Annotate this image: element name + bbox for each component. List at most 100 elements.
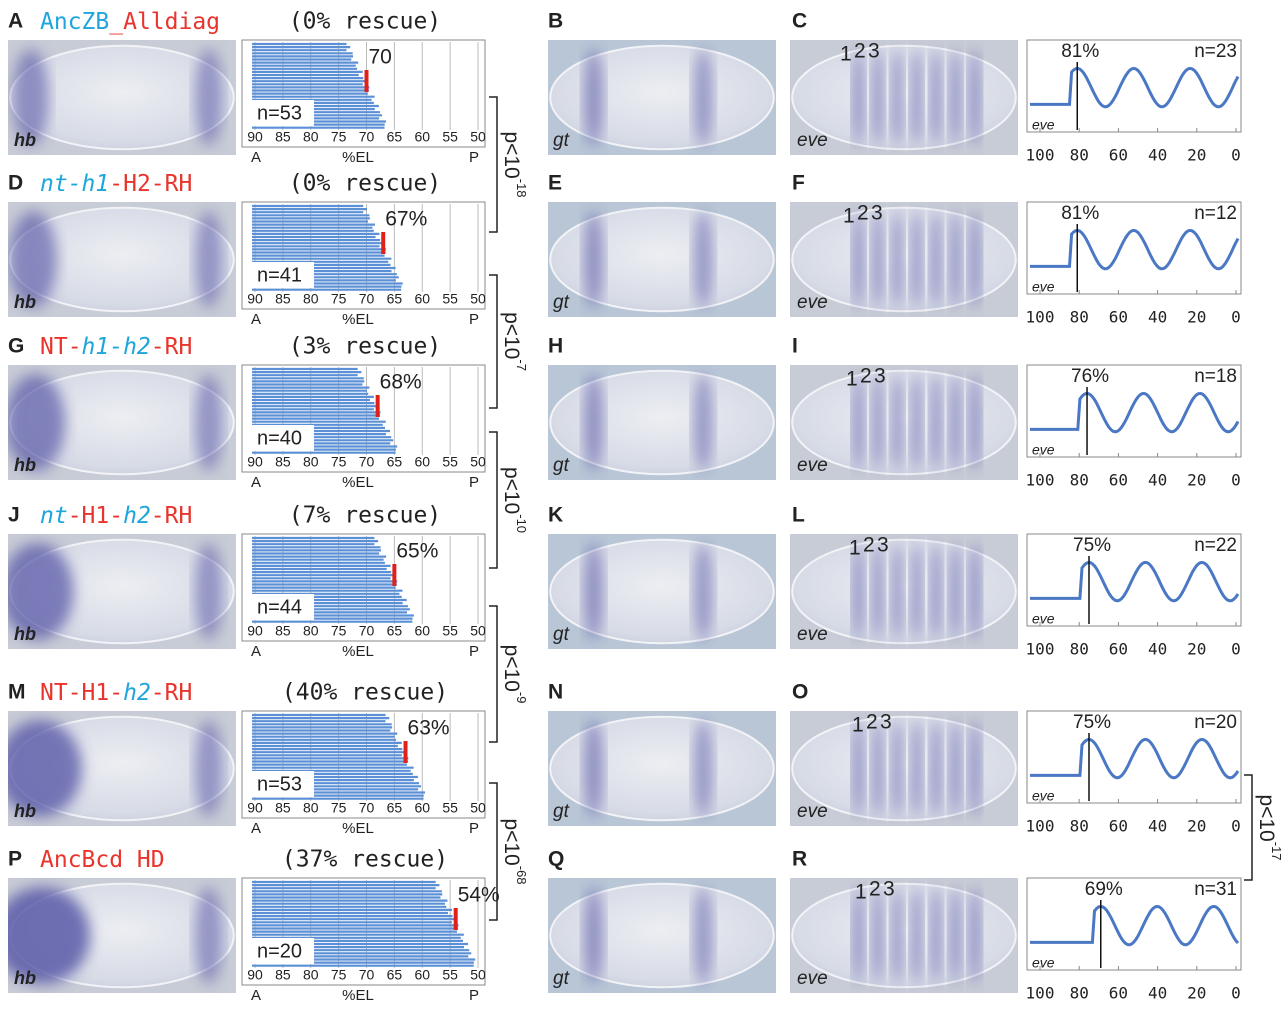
stain-band — [949, 887, 962, 984]
stain-band — [891, 49, 904, 146]
p-value-base: p<10 — [500, 312, 523, 359]
x-tick-label: 90 — [247, 454, 263, 470]
stripe-number: 1 — [846, 368, 858, 391]
construct-name: NT-h1-h2-RH — [40, 334, 192, 360]
embryo-image — [790, 711, 1018, 826]
median-label: 63% — [408, 717, 450, 740]
posterior-label: P — [469, 987, 479, 1004]
stain-band — [891, 374, 904, 471]
stain-label: hb — [14, 292, 36, 312]
peak-label: 81% — [1061, 41, 1099, 62]
stain-band — [8, 887, 91, 984]
stain-band — [194, 49, 223, 146]
stain-band — [949, 49, 962, 146]
stain-band — [693, 543, 714, 640]
construct-name: nt-H1-h2-RH — [40, 503, 192, 529]
embryo-image — [8, 534, 236, 649]
stain-band — [968, 887, 981, 984]
x-tick-label: 80 — [303, 129, 319, 145]
stain-band — [929, 887, 942, 984]
x-tick-label: 90 — [247, 129, 263, 145]
embryo-image — [548, 202, 776, 317]
stain-band — [583, 887, 604, 984]
stain-band — [194, 543, 223, 640]
x-tick-label: 60 — [1109, 308, 1128, 327]
x-tick-label: 20 — [1187, 471, 1206, 490]
stripe-number: 1 — [855, 881, 867, 904]
intensity-trace — [1030, 737, 1240, 780]
x-tick-label: 55 — [442, 623, 458, 639]
construct-part: h2 — [123, 680, 151, 706]
significance-bracket — [489, 782, 498, 921]
panel-letter: C — [792, 10, 807, 33]
n-label: n=20 — [257, 940, 302, 962]
x-tick-label: 65 — [387, 129, 403, 145]
x-tick-label: 80 — [1070, 471, 1089, 490]
stain-label: gt — [553, 968, 570, 989]
p-value-base: p<10 — [500, 645, 523, 692]
construct-name: nt-h1-H2-RH — [40, 171, 192, 197]
peak-label: 76% — [1071, 366, 1109, 387]
construct-part: -RH — [151, 680, 193, 706]
stain-band — [8, 720, 82, 817]
x-tick-label: 60 — [1109, 984, 1128, 1003]
x-tick-label: 85 — [275, 800, 291, 816]
embryo-body — [549, 882, 775, 989]
n-box — [252, 594, 314, 620]
stain-band — [583, 49, 604, 146]
stain-label: hb — [14, 624, 36, 644]
stain-band — [929, 720, 942, 817]
n-label: n=22 — [1194, 535, 1237, 556]
n-box — [252, 771, 314, 797]
embryo-image — [790, 40, 1018, 155]
stain-band — [910, 374, 923, 471]
stain-band — [871, 720, 884, 817]
x-tick-label: 90 — [247, 800, 263, 816]
x-tick-label: 60 — [1109, 640, 1128, 659]
stain-band — [949, 720, 962, 817]
stain-band — [852, 211, 865, 308]
x-tick-label: 0 — [1231, 984, 1241, 1003]
construct-part: _Alldiag — [109, 9, 220, 35]
axis-title: %EL — [342, 987, 374, 1004]
x-tick-label: 40 — [1148, 817, 1167, 836]
stain-label: gt — [553, 292, 570, 313]
construct-part: nt — [40, 503, 68, 529]
x-tick-label: 65 — [387, 623, 403, 639]
stain-band — [968, 211, 981, 308]
stain-band — [968, 374, 981, 471]
stain-band — [583, 211, 604, 308]
posterior-label: P — [469, 311, 479, 328]
panel-letter: E — [548, 172, 562, 195]
stain-band — [852, 887, 865, 984]
panel-letter: I — [792, 335, 798, 358]
x-tick-label: 65 — [387, 967, 403, 983]
trace-label: eve — [1032, 117, 1055, 133]
stain-band — [949, 374, 962, 471]
p-value-exponent: -17 — [1269, 842, 1282, 861]
p-value-exponent: -9 — [514, 692, 529, 704]
x-tick-label: 40 — [1148, 308, 1167, 327]
n-label: n=41 — [257, 264, 302, 286]
p-value-exponent: -68 — [514, 866, 529, 885]
construct-part: AncZB — [40, 9, 109, 35]
stain-band — [871, 49, 884, 146]
x-tick-label: 65 — [387, 800, 403, 816]
trace-label: eve — [1032, 279, 1055, 295]
stain-band — [693, 720, 714, 817]
posterior-label: P — [469, 643, 479, 660]
x-tick-label: 60 — [1109, 471, 1128, 490]
peak-label: 81% — [1061, 203, 1099, 224]
stain-band — [852, 49, 865, 146]
n-label: n=20 — [1194, 712, 1237, 733]
x-tick-label: 100 — [1026, 308, 1055, 327]
x-tick-label: 0 — [1231, 817, 1241, 836]
embryo-image — [8, 202, 236, 317]
x-tick-label: 50 — [470, 623, 486, 639]
x-tick-label: 85 — [275, 129, 291, 145]
anterior-label: A — [251, 149, 261, 166]
x-tick-label: 100 — [1026, 984, 1055, 1003]
stain-band — [194, 374, 223, 471]
embryo-image — [548, 534, 776, 649]
median-label: 70 — [369, 46, 392, 69]
